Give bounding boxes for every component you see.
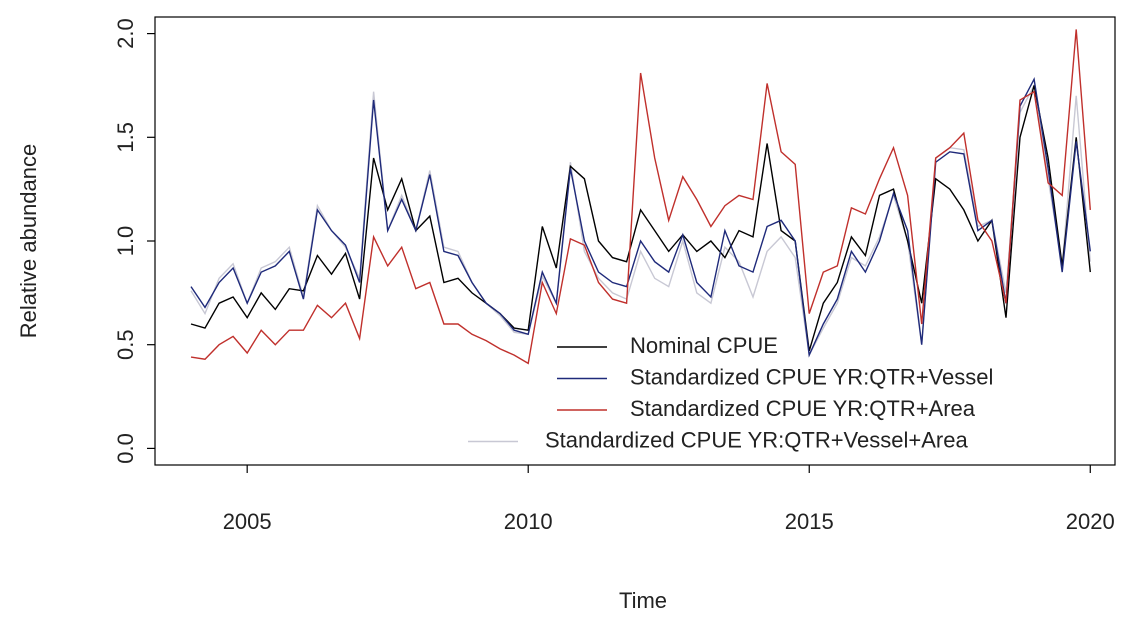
x-tick-label: 2020 xyxy=(1066,509,1115,534)
y-tick-label: 0.5 xyxy=(113,329,138,360)
series-line xyxy=(190,85,1091,352)
x-tick-label: 2005 xyxy=(223,509,272,534)
legend-label: Standardized CPUE YR:QTR+Vessel xyxy=(630,364,993,389)
y-tick-label: 0.0 xyxy=(113,433,138,464)
x-axis-label: Time xyxy=(619,588,667,613)
y-tick-label: 1.0 xyxy=(113,226,138,257)
x-tick-label: 2010 xyxy=(504,509,553,534)
series-line xyxy=(190,76,1091,358)
legend-label: Nominal CPUE xyxy=(630,333,778,358)
y-tick-label: 2.0 xyxy=(113,18,138,49)
series-line xyxy=(190,29,1091,365)
series-line xyxy=(190,83,1091,358)
y-axis-label: Relative abundance xyxy=(16,144,41,338)
y-tick-label: 1.5 xyxy=(113,122,138,153)
legend-label: Standardized CPUE YR:QTR+Area xyxy=(630,396,976,421)
legend-label: Standardized CPUE YR:QTR+Vessel+Area xyxy=(545,427,968,452)
x-tick-label: 2015 xyxy=(785,509,834,534)
